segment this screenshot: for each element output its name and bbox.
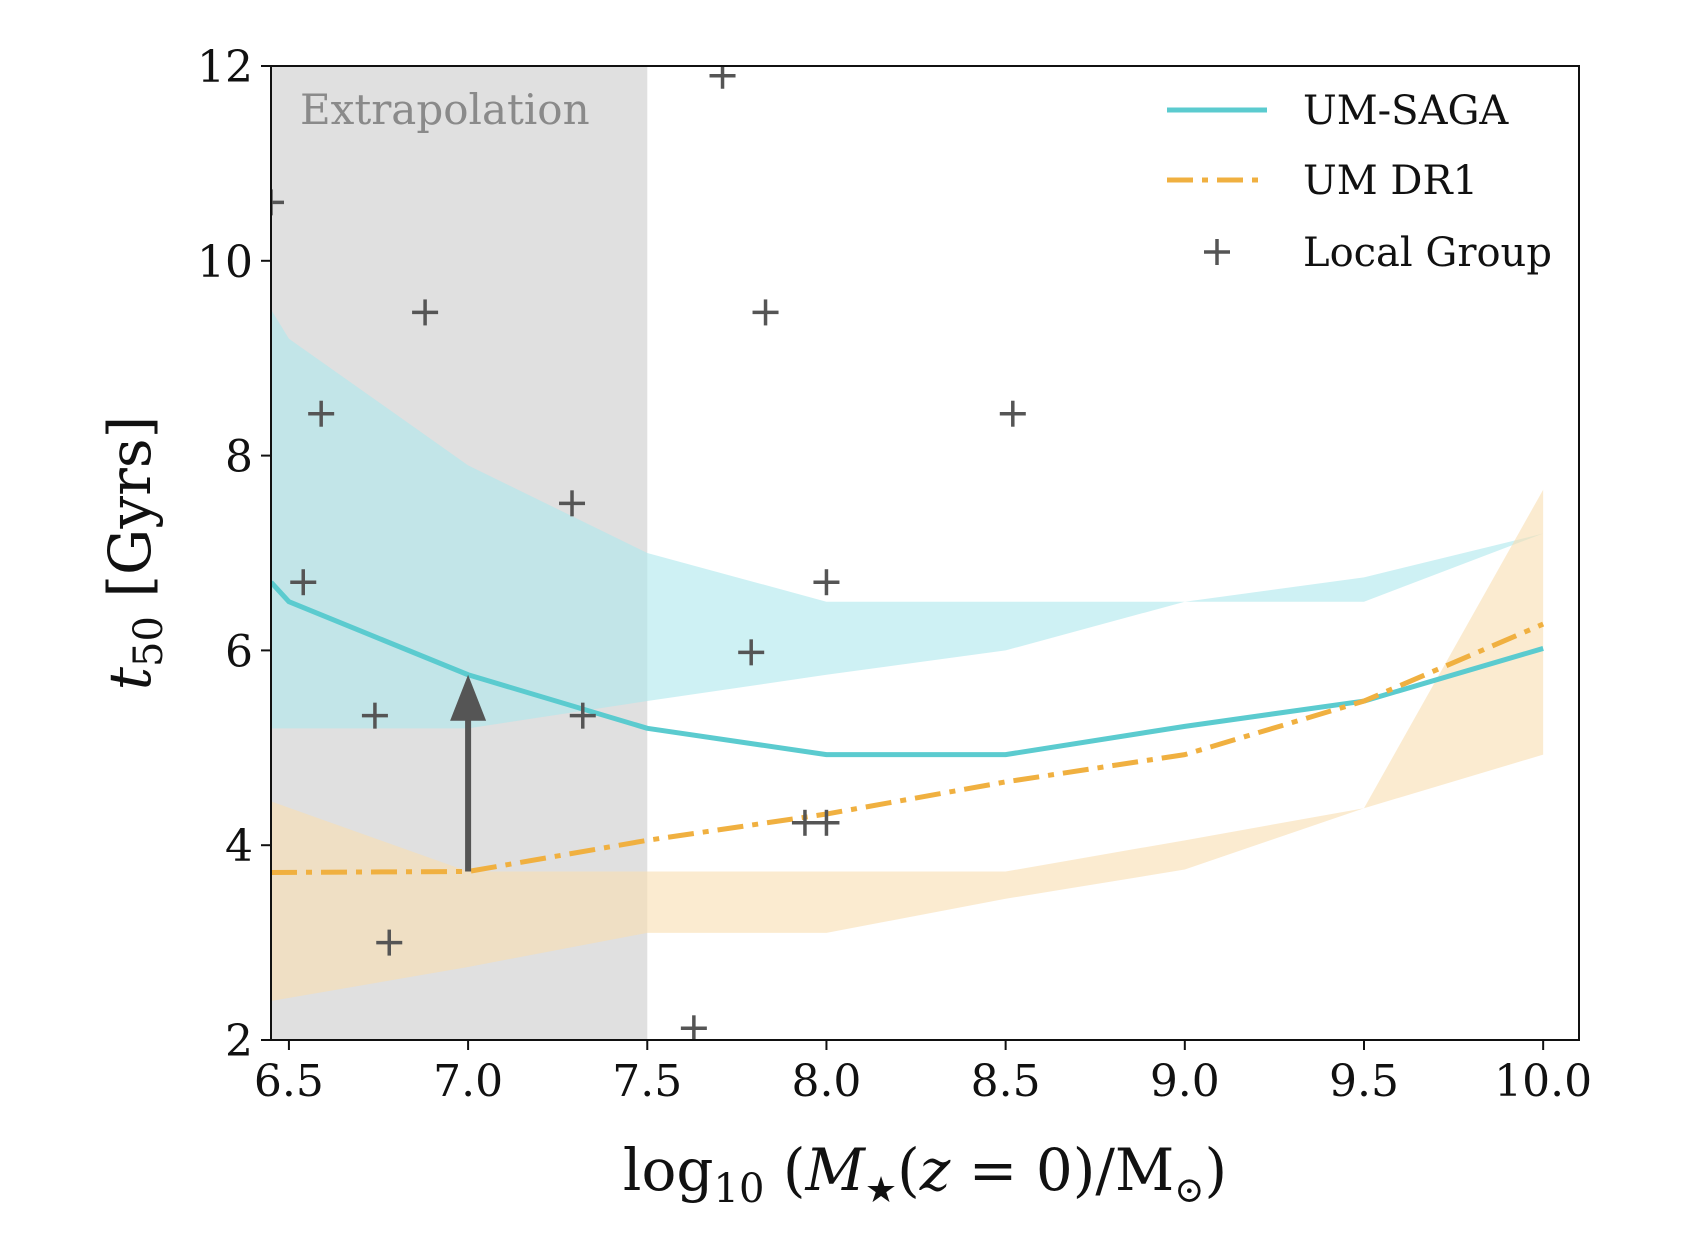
local-group-point bbox=[271, 189, 284, 216]
x-tick-label: 7.0 bbox=[433, 1056, 503, 1107]
x-tick-label: 8.5 bbox=[971, 1056, 1041, 1107]
x-axis-label-log: log bbox=[623, 1136, 714, 1204]
local-group-point bbox=[680, 1015, 707, 1040]
legend-label-um-dr1: UM DR1 bbox=[1303, 158, 1478, 204]
local-group-point bbox=[308, 400, 335, 427]
band-um-dr1 bbox=[271, 489, 1544, 1002]
local-group-point bbox=[376, 929, 403, 956]
x-tick-label: 8.0 bbox=[791, 1056, 861, 1107]
y-axis-ticks: 2 4 6 8 10 12 bbox=[197, 42, 271, 1067]
y-tick-label: 6 bbox=[225, 626, 253, 677]
x-axis-label: log10 (M★(z = 0)/M⊙) bbox=[623, 1136, 1227, 1212]
local-group-point bbox=[738, 639, 765, 666]
series-lines bbox=[271, 580, 1545, 875]
local-group-point bbox=[813, 569, 840, 596]
lower-limit-arrow bbox=[450, 674, 487, 872]
band-um-saga bbox=[271, 309, 1544, 729]
line-um-saga bbox=[271, 580, 1544, 758]
x-axis-label-mass: M bbox=[804, 1136, 866, 1204]
x-tick-label: 6.5 bbox=[254, 1056, 324, 1107]
line-um-dr1 bbox=[271, 621, 1545, 875]
x-axis-label-star: ★ bbox=[865, 1170, 897, 1211]
x-tick-label: 9.5 bbox=[1329, 1056, 1399, 1107]
x-axis-label-z: ( bbox=[897, 1136, 920, 1204]
arrow-head bbox=[450, 674, 487, 721]
legend-swatch-local-group bbox=[1204, 239, 1230, 265]
local-group-points bbox=[271, 66, 1026, 1040]
legend: UM-SAGA UM DR1 Local Group bbox=[1167, 88, 1552, 276]
local-group-point bbox=[559, 490, 586, 517]
y-axis-label: t50 [Gyrs] bbox=[96, 416, 172, 691]
y-tick-label: 12 bbox=[197, 42, 253, 93]
local-group-point bbox=[709, 66, 736, 89]
y-axis-label-sub: 50 bbox=[126, 616, 172, 667]
legend-marker-plus bbox=[1204, 239, 1230, 265]
x-tick-label: 9.0 bbox=[1150, 1056, 1220, 1107]
confidence-bands bbox=[271, 309, 1544, 1002]
x-axis-label-base: 10 bbox=[714, 1166, 765, 1212]
local-group-point bbox=[361, 702, 388, 729]
local-group-point bbox=[412, 299, 439, 326]
x-tick-label: 7.5 bbox=[612, 1056, 682, 1107]
x-axis-label-eq: = 0)/M bbox=[950, 1136, 1174, 1204]
local-group-point bbox=[569, 702, 596, 729]
x-axis-label-body: ( bbox=[764, 1136, 805, 1204]
local-group-point bbox=[290, 569, 317, 596]
y-tick-label: 10 bbox=[197, 237, 253, 288]
legend-label-local-group: Local Group bbox=[1303, 230, 1552, 276]
local-group-point bbox=[999, 400, 1026, 427]
extrapolation-label: Extrapolation bbox=[300, 85, 590, 134]
y-tick-label: 8 bbox=[225, 432, 253, 483]
y-tick-label: 2 bbox=[225, 1016, 253, 1067]
x-axis-label-zvar: z bbox=[919, 1136, 951, 1204]
y-axis-label-t: t bbox=[96, 666, 164, 690]
local-group-point bbox=[813, 809, 840, 836]
x-axis-ticks: 6.5 7.0 7.5 8.0 8.5 9.0 9.5 10.0 bbox=[254, 1040, 1592, 1107]
plot-frame bbox=[270, 65, 1580, 1041]
plot-area bbox=[271, 66, 1545, 1040]
x-axis-label-sun: ⊙ bbox=[1174, 1170, 1204, 1211]
legend-label-um-saga: UM-SAGA bbox=[1303, 88, 1509, 134]
local-group-point bbox=[752, 299, 779, 326]
y-tick-label: 4 bbox=[225, 821, 253, 872]
x-tick-label: 10.0 bbox=[1494, 1056, 1592, 1107]
x-axis-label-close: ) bbox=[1204, 1136, 1227, 1204]
y-axis-label-unit: [Gyrs] bbox=[96, 416, 164, 616]
